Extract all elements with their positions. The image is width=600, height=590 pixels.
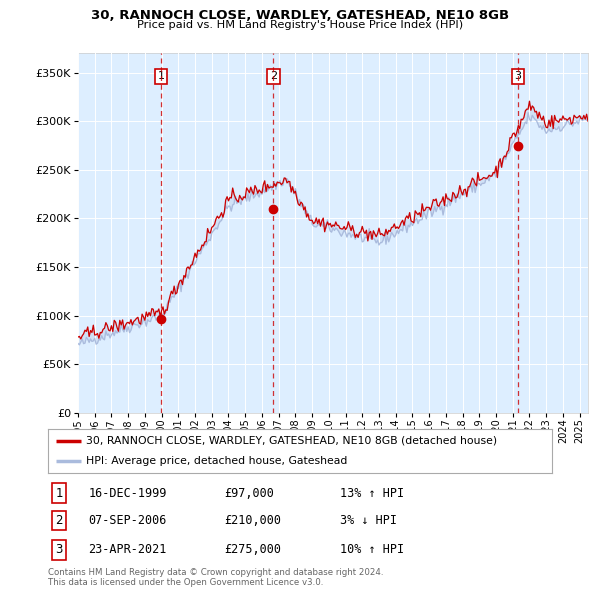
Text: £210,000: £210,000 — [224, 514, 281, 527]
Text: £275,000: £275,000 — [224, 543, 281, 556]
Text: Contains HM Land Registry data © Crown copyright and database right 2024.
This d: Contains HM Land Registry data © Crown c… — [48, 568, 383, 587]
Text: Price paid vs. HM Land Registry's House Price Index (HPI): Price paid vs. HM Land Registry's House … — [137, 20, 463, 30]
Text: 16-DEC-1999: 16-DEC-1999 — [88, 487, 167, 500]
Text: £97,000: £97,000 — [224, 487, 274, 500]
Text: HPI: Average price, detached house, Gateshead: HPI: Average price, detached house, Gate… — [86, 456, 347, 466]
Text: 13% ↑ HPI: 13% ↑ HPI — [340, 487, 404, 500]
Text: 07-SEP-2006: 07-SEP-2006 — [88, 514, 167, 527]
Text: 3: 3 — [55, 543, 63, 556]
Text: 30, RANNOCH CLOSE, WARDLEY, GATESHEAD, NE10 8GB (detached house): 30, RANNOCH CLOSE, WARDLEY, GATESHEAD, N… — [86, 436, 497, 446]
Text: 2: 2 — [270, 71, 277, 81]
Text: 23-APR-2021: 23-APR-2021 — [88, 543, 167, 556]
Text: 10% ↑ HPI: 10% ↑ HPI — [340, 543, 404, 556]
Text: 1: 1 — [55, 487, 63, 500]
Text: 2: 2 — [55, 514, 63, 527]
Text: 3% ↓ HPI: 3% ↓ HPI — [340, 514, 397, 527]
Text: 1: 1 — [157, 71, 164, 81]
Text: 30, RANNOCH CLOSE, WARDLEY, GATESHEAD, NE10 8GB: 30, RANNOCH CLOSE, WARDLEY, GATESHEAD, N… — [91, 9, 509, 22]
Text: 3: 3 — [514, 71, 521, 81]
